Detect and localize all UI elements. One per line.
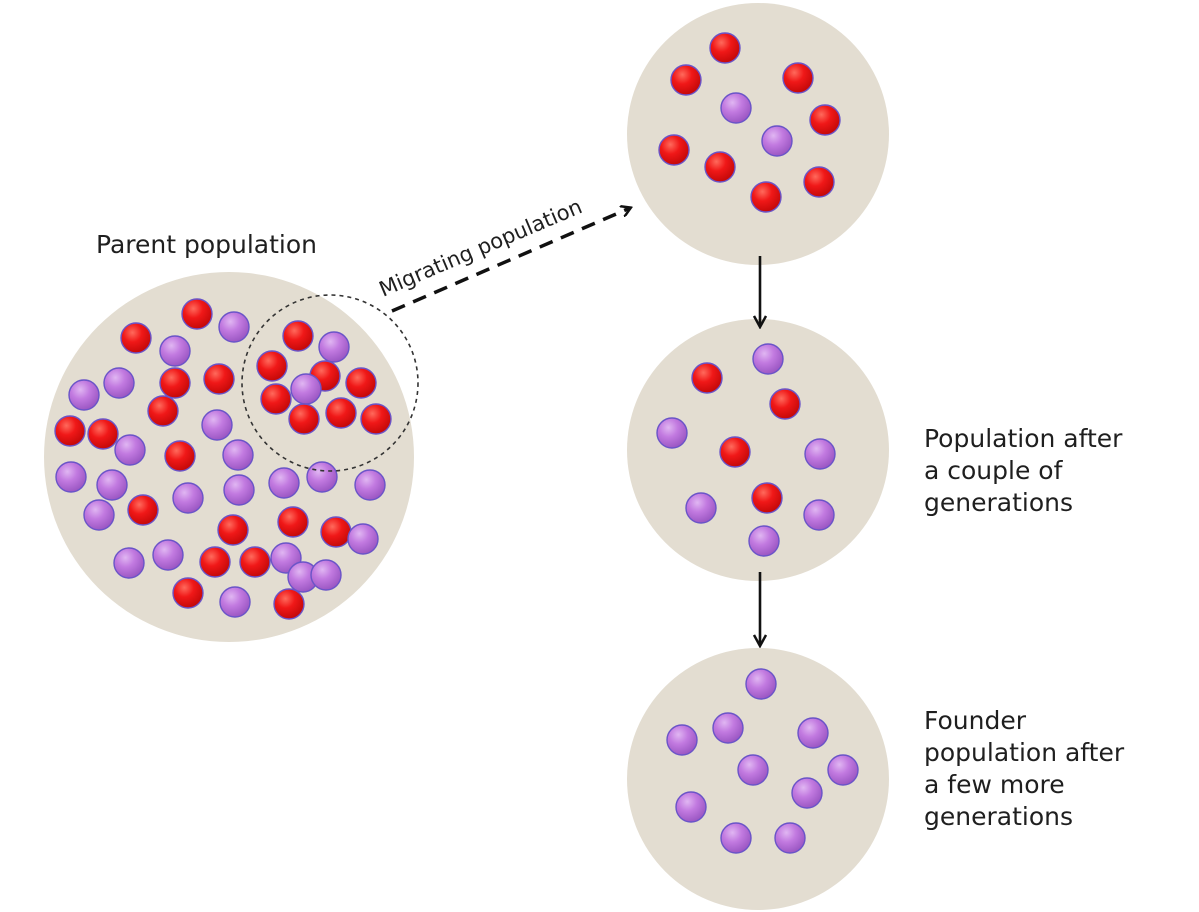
purple-allele-dot: [218, 311, 250, 343]
red-allele-dot: [127, 494, 159, 526]
migrating-population-circle: [627, 3, 889, 265]
purple-allele-dot: [290, 373, 322, 405]
purple-allele-dot: [804, 438, 836, 470]
red-allele-dot: [199, 546, 231, 578]
red-allele-dot: [239, 546, 271, 578]
purple-allele-dot: [114, 434, 146, 466]
red-allele-dot: [277, 506, 309, 538]
purple-allele-dot: [103, 367, 135, 399]
purple-allele-dot: [791, 777, 823, 809]
purple-allele-dot: [748, 525, 780, 557]
red-allele-dot: [691, 362, 723, 394]
intermediate-population-dots: [656, 343, 836, 557]
purple-allele-dot: [159, 335, 191, 367]
founder-label-line-1: Founder: [924, 706, 1027, 735]
purple-allele-dot: [306, 461, 338, 493]
intermediate-label-line-1: Population after: [924, 424, 1123, 453]
red-allele-dot: [803, 166, 835, 198]
red-allele-dot: [203, 363, 235, 395]
red-allele-dot: [256, 350, 288, 382]
purple-allele-dot: [675, 791, 707, 823]
red-allele-dot: [719, 436, 751, 468]
red-allele-dot: [120, 322, 152, 354]
founder-label-line-4: generations: [924, 802, 1073, 831]
purple-allele-dot: [268, 467, 300, 499]
red-allele-dot: [159, 367, 191, 399]
founder-population-label: Founder population after a few more gene…: [924, 705, 1184, 833]
purple-allele-dot: [83, 499, 115, 531]
purple-allele-dot: [685, 492, 717, 524]
purple-allele-dot: [712, 712, 744, 744]
intermediate-population-label: Population after a couple of generations: [924, 423, 1184, 519]
migrating-population-label: Migrating population: [376, 194, 586, 301]
purple-allele-dot: [797, 717, 829, 749]
migrating-subset-outline: [241, 294, 419, 472]
purple-allele-dot: [656, 417, 688, 449]
purple-allele-dot: [354, 469, 386, 501]
red-allele-dot: [320, 516, 352, 548]
purple-allele-dot: [666, 724, 698, 756]
red-allele-dot: [164, 440, 196, 472]
purple-allele-dot: [223, 474, 255, 506]
red-allele-dot: [658, 134, 690, 166]
red-allele-dot: [273, 588, 305, 620]
red-allele-dot: [54, 415, 86, 447]
red-allele-dot: [704, 151, 736, 183]
red-allele-dot: [360, 403, 392, 435]
purple-allele-dot: [201, 409, 233, 441]
migration-arrow: [391, 208, 630, 313]
purple-allele-dot: [219, 586, 251, 618]
red-allele-dot: [147, 395, 179, 427]
purple-allele-dot: [222, 439, 254, 471]
purple-allele-dot: [310, 559, 342, 591]
red-allele-dot: [709, 32, 741, 64]
purple-allele-dot: [720, 92, 752, 124]
purple-allele-dot: [745, 668, 777, 700]
purple-allele-dot: [774, 822, 806, 854]
red-allele-dot: [87, 418, 119, 450]
red-allele-dot: [782, 62, 814, 94]
red-allele-dot: [172, 577, 204, 609]
purple-allele-dot: [96, 469, 128, 501]
intermediate-label-line-3: generations: [924, 488, 1073, 517]
purple-allele-dot: [68, 379, 100, 411]
parent-population-dots: [54, 298, 392, 620]
red-allele-dot: [181, 298, 213, 330]
purple-allele-dot: [720, 822, 752, 854]
purple-allele-dot: [152, 539, 184, 571]
purple-allele-dot: [827, 754, 859, 786]
founder-label-line-3: a few more: [924, 770, 1065, 799]
founder-label-line-2: population after: [924, 738, 1125, 767]
founder-population-dots: [666, 668, 859, 854]
purple-allele-dot: [752, 343, 784, 375]
purple-allele-dot: [113, 547, 145, 579]
purple-allele-dot: [318, 331, 350, 363]
red-allele-dot: [282, 320, 314, 352]
red-allele-dot: [217, 514, 249, 546]
red-allele-dot: [751, 482, 783, 514]
red-allele-dot: [809, 104, 841, 136]
red-allele-dot: [769, 388, 801, 420]
red-allele-dot: [345, 367, 377, 399]
red-allele-dot: [260, 383, 292, 415]
red-allele-dot: [750, 181, 782, 213]
parent-population-label: Parent population: [96, 230, 318, 259]
red-allele-dot: [325, 397, 357, 429]
purple-allele-dot: [172, 482, 204, 514]
intermediate-label-line-2: a couple of: [924, 456, 1063, 485]
red-allele-dot: [288, 403, 320, 435]
purple-allele-dot: [737, 754, 769, 786]
purple-allele-dot: [347, 523, 379, 555]
red-allele-dot: [670, 64, 702, 96]
purple-allele-dot: [761, 125, 793, 157]
purple-allele-dot: [803, 499, 835, 531]
migrating-population-dots: [658, 32, 841, 213]
purple-allele-dot: [55, 461, 87, 493]
